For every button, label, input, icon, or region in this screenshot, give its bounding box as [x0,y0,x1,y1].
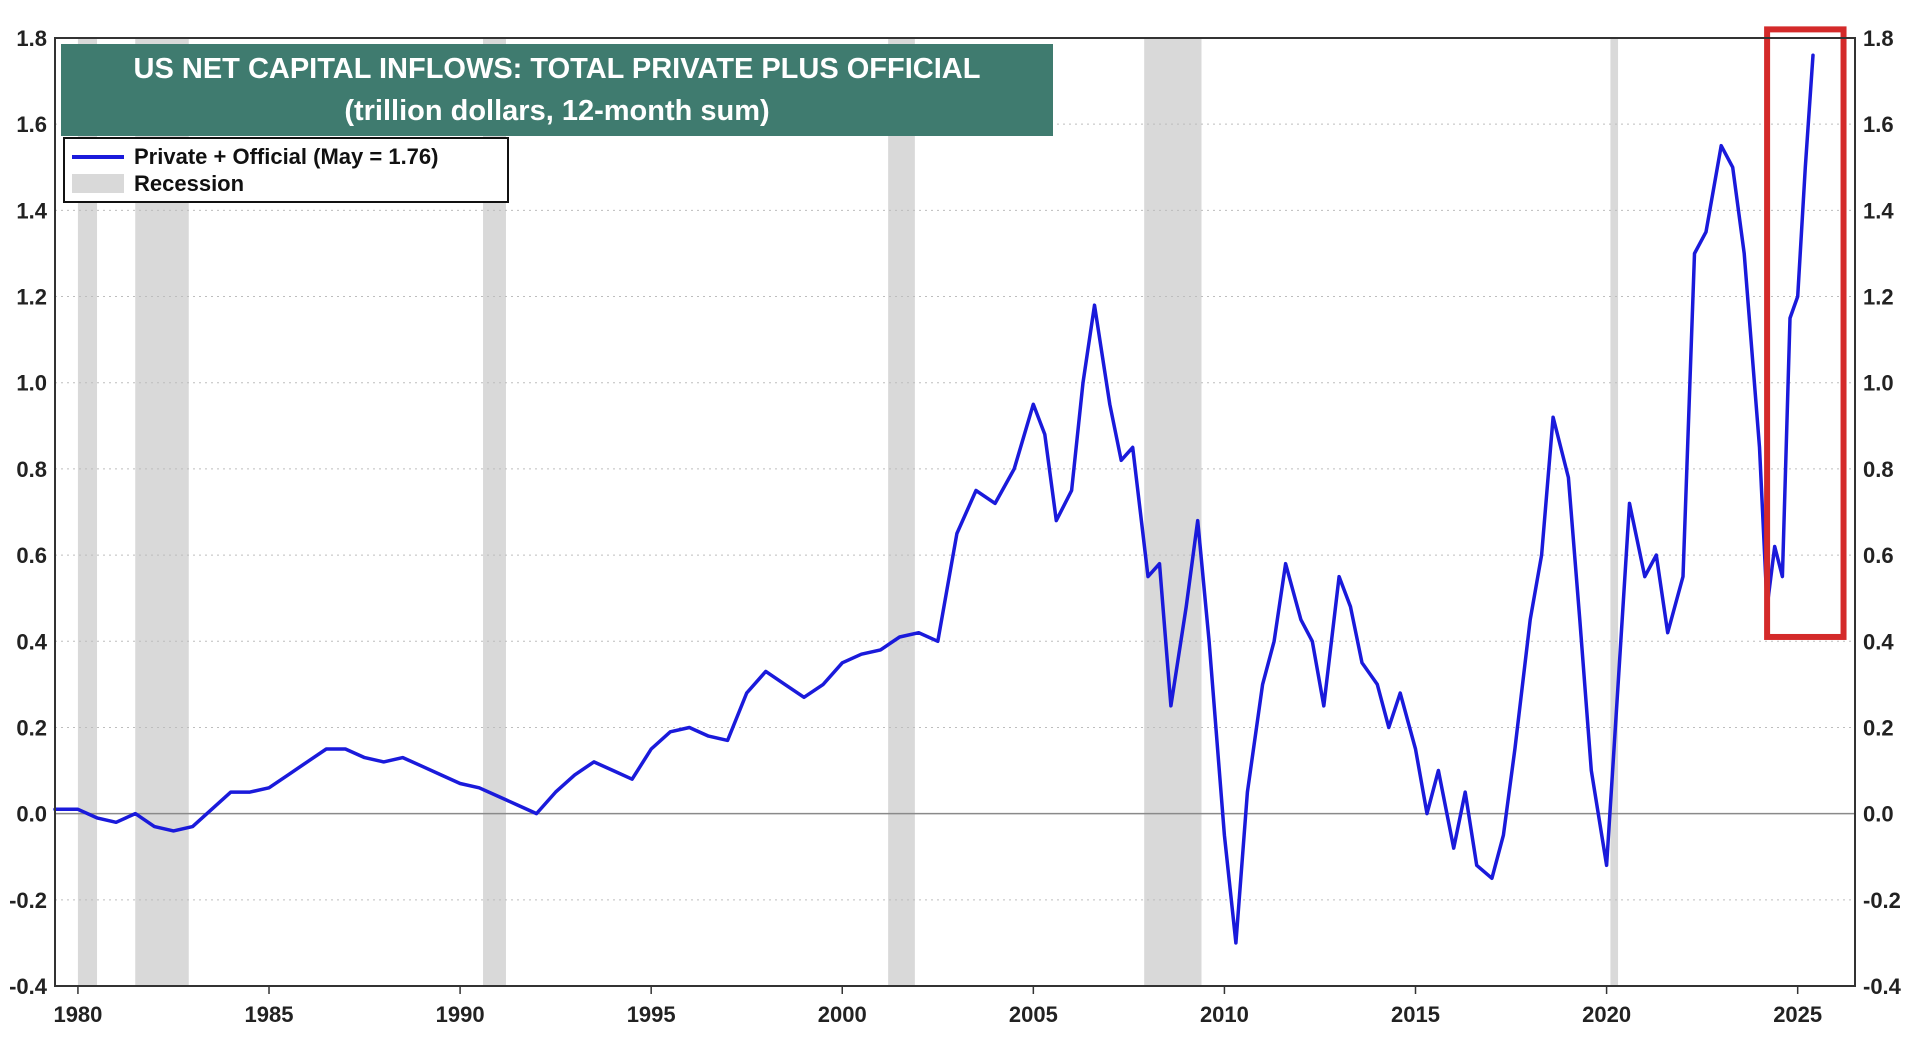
x-axis-ticks: 1980 1985 1990 1995 2000 2005 2010 2015 2020 2025 [53,986,1822,1027]
y-tick-label-left: 1.0 [16,371,47,396]
y-tick-label-left: 1.2 [16,285,47,310]
y-tick-label-left: -0.4 [9,974,48,999]
y-tick-label-right: 0.6 [1863,543,1894,568]
legend: Private + Official (May = 1.76) Recessio… [63,137,509,203]
y-tick-label-left: 1.4 [16,198,47,223]
x-tick-label: 1985 [245,1002,294,1027]
x-tick-label: 2005 [1009,1002,1058,1027]
y-tick-label-left: -0.2 [9,888,47,913]
y-axis-ticks: -0.4 -0.4 -0.2 -0.2 0.0 0.0 0.2 0.2 0.4 0.4 0.6 0.6… [9,26,1902,999]
x-tick-label: 2025 [1773,1002,1822,1027]
recession-band-0 [77,38,98,986]
legend-label-private-official: Private + Official (May = 1.76) [134,144,438,169]
y-tick-label-right: 0.4 [1863,629,1894,654]
plot-frame [54,37,1856,987]
recession-band-2 [483,38,506,986]
chart-subtitle: (trillion dollars, 12-month sum) [344,95,769,127]
recession-band-4 [1144,38,1202,986]
x-tick-label: 1980 [53,1002,102,1027]
y-tick-label-right: 1.0 [1863,371,1894,396]
y-tick-label-left: 0.0 [16,802,47,827]
recession-band-5 [1610,38,1619,986]
legend-label-recession: Recession [134,171,244,196]
y-tick-label-right: -0.4 [1863,974,1902,999]
x-tick-label: 2010 [1200,1002,1249,1027]
title-background [61,44,1053,136]
legend-recession-swatch [72,174,124,193]
y-tick-label-left: 1.6 [16,112,47,137]
recession-band-3 [888,38,915,986]
y-tick-label-right: 0.0 [1863,802,1894,827]
y-tick-label-left: 0.4 [16,629,47,654]
series-line-private-official [53,53,1815,945]
y-tick-label-right: 0.8 [1863,457,1894,482]
y-tick-label-left: 0.2 [16,715,47,740]
y-tick-label-left: 0.6 [16,543,47,568]
y-tick-label-left: 1.8 [16,26,47,51]
grid-lines [55,123,1855,901]
y-tick-label-right: 1.2 [1863,285,1894,310]
y-tick-label-right: 1.8 [1863,26,1894,51]
x-tick-label: 2020 [1582,1002,1631,1027]
y-tick-label-left: 0.8 [16,457,47,482]
chart-title: US NET CAPITAL INFLOWS: TOTAL PRIVATE PL… [134,53,981,85]
x-tick-label: 1990 [436,1002,485,1027]
y-tick-label-right: -0.2 [1863,888,1901,913]
x-tick-label: 2000 [818,1002,867,1027]
y-tick-label-right: 1.4 [1863,198,1894,223]
y-tick-label-right: 0.2 [1863,715,1894,740]
series-lines [53,53,1815,945]
legend-box [63,137,509,203]
x-tick-label: 1995 [627,1002,676,1027]
title-box: US NET CAPITAL INFLOWS: TOTAL PRIVATE PL… [61,44,1053,136]
recession-bands [77,38,1619,986]
highlight-box [1764,26,1847,640]
y-tick-label-right: 1.6 [1863,112,1894,137]
x-tick-label: 2015 [1391,1002,1440,1027]
